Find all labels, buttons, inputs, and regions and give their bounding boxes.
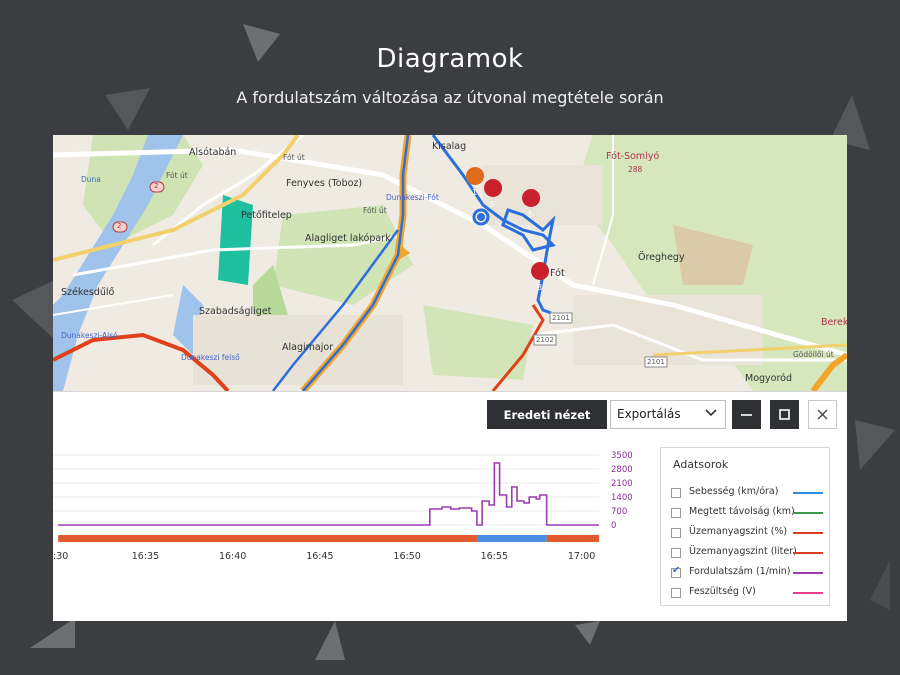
maximize-button[interactable]: [770, 400, 799, 429]
legend-checkbox[interactable]: ✔: [671, 565, 681, 578]
map-road-label: Gödöllői út: [793, 350, 834, 359]
legend-color-swatch: [793, 572, 823, 574]
status-bar-segment: [546, 535, 599, 542]
y-tick-label: 2800: [611, 465, 633, 475]
legend-item[interactable]: Üzemanyagszint (%): [671, 526, 827, 542]
x-tick-label: 16:50: [393, 551, 420, 562]
map-road-label: Fót út: [283, 153, 305, 162]
map-place-label: Alagliget lakópark: [305, 233, 391, 244]
legend-checkbox[interactable]: [671, 548, 681, 558]
y-tick-label: 3500: [611, 451, 633, 461]
map-place-label: Mogyoród: [745, 373, 793, 384]
legend-item[interactable]: Megtett távolság (km): [671, 506, 827, 522]
road-shield: 2101: [647, 358, 665, 366]
chart-toolbar: Eredeti nézet Exportálás: [53, 391, 847, 436]
x-tick-label: 16:45: [306, 551, 333, 562]
legend-checkbox[interactable]: [671, 508, 681, 518]
x-tick-label: 16:35: [132, 551, 159, 562]
rpm-chart[interactable]: 3500 2800 2100 1400 700 0 :30 16:35 16:40 16:45 16…: [53, 435, 653, 621]
x-tick-label: 17:00: [568, 551, 595, 562]
legend-color-swatch: [793, 512, 823, 514]
legend-item-label: Üzemanyagszint (%): [689, 526, 788, 537]
legend-checkbox[interactable]: [671, 528, 681, 538]
legend-item-label: Sebesség (km/óra): [689, 486, 779, 497]
maximize-icon: [779, 409, 790, 420]
map-place-label: Alagimajor: [282, 342, 334, 353]
legend-item-label: Megtett távolság (km): [689, 506, 795, 517]
close-icon: [817, 409, 828, 420]
series-line: [58, 462, 599, 526]
legend-item[interactable]: Üzemanyagszint (liter): [671, 546, 827, 562]
marker-number: 8: [537, 283, 543, 292]
legend-checkbox[interactable]: [671, 588, 681, 598]
minimize-icon: [741, 414, 752, 416]
map-place-label: Bereki: [821, 317, 847, 328]
series-legend: Adatsorok Sebesség (km/óra) Megtett távol…: [660, 447, 830, 606]
legend-item[interactable]: ✔ Fordulatszám (1/min): [671, 565, 827, 582]
y-tick-label: 0: [611, 521, 616, 531]
chevron-down-icon: [705, 409, 717, 417]
legend-item[interactable]: Sebesség (km/óra): [671, 486, 827, 502]
original-view-button[interactable]: Eredeti nézet: [487, 400, 607, 429]
x-tick-label: 16:40: [219, 551, 246, 562]
map-place-label: Fenyves (Toboz): [286, 178, 363, 189]
legend-title: Adatsorok: [673, 458, 729, 471]
y-tick-label: 1400: [611, 493, 633, 503]
route-map[interactable]: Alsótabán Kisalag Fót-Somlyó Fenyves (To…: [53, 135, 847, 391]
minimize-button[interactable]: [732, 400, 761, 429]
map-station-label: Dunakeszi felső: [181, 353, 240, 362]
legend-color-swatch: [793, 492, 823, 494]
map-place-label: Fót: [550, 268, 565, 279]
legend-checkbox[interactable]: [671, 488, 681, 498]
y-tick-label: 2100: [611, 479, 633, 489]
x-tick-label: 16:55: [481, 551, 508, 562]
legend-item-label: Üzemanyagszint (liter): [689, 546, 797, 557]
page-subtitle: A fordulatszám változása az útvonal megt…: [236, 88, 664, 107]
road-shield: 2102: [536, 336, 554, 344]
legend-color-swatch: [793, 532, 823, 534]
map-place-label: Kisalag: [432, 141, 467, 152]
map-place-label: Székesdűlő: [61, 287, 115, 298]
legend-item[interactable]: Feszültség (V): [671, 586, 827, 602]
map-place-label: Öreghegy: [638, 252, 685, 263]
map-elevation-label: 288: [628, 165, 643, 174]
map-marker-5[interactable]: [522, 189, 541, 229]
legend-item-label: Feszültség (V): [689, 586, 756, 597]
page-title: Diagramok: [376, 44, 524, 74]
map-place-label: Petőfitelep: [241, 210, 292, 221]
status-bar-segment: [476, 535, 547, 542]
y-tick-label: 700: [611, 507, 627, 517]
marker-number: 9: [490, 200, 496, 209]
check-icon: ✔: [672, 565, 681, 576]
legend-color-swatch: [793, 552, 823, 554]
map-marker-8[interactable]: [531, 262, 550, 302]
map-place-label: Fót-Somlyó: [606, 151, 660, 162]
status-bar-segment: [58, 535, 477, 542]
export-dropdown[interactable]: Exportálás: [610, 400, 726, 429]
road-shield: 2: [154, 182, 159, 190]
road-shield: 2: [117, 222, 122, 230]
map-place-label: Szabadságliget: [199, 306, 272, 317]
marker-number: 1: [472, 188, 478, 197]
map-canvas: [53, 135, 847, 391]
road-shield: 2101: [552, 314, 570, 322]
map-place-label: Alsótabán: [189, 147, 237, 158]
map-station-label: Dunakeszi-Fót: [386, 193, 439, 202]
app-window: Alsótabán Kisalag Fót-Somlyó Fenyves (To…: [53, 135, 847, 621]
x-tick-label: :30: [53, 551, 68, 562]
legend-item-label: Fordulatszám (1/min): [689, 566, 791, 577]
marker-number: 5: [528, 210, 534, 219]
map-road-label: Fót út: [166, 171, 188, 180]
map-marker-1[interactable]: [466, 167, 485, 207]
export-dropdown-label: Exportálás: [617, 407, 681, 421]
map-station-label: Dunakeszi-Alsó: [61, 331, 118, 340]
legend-color-swatch: [793, 592, 823, 594]
map-road-label: Fóti út: [363, 206, 387, 215]
map-marker-9[interactable]: [484, 179, 503, 219]
close-button[interactable]: [808, 400, 837, 429]
map-river-label: Duna: [81, 175, 101, 184]
